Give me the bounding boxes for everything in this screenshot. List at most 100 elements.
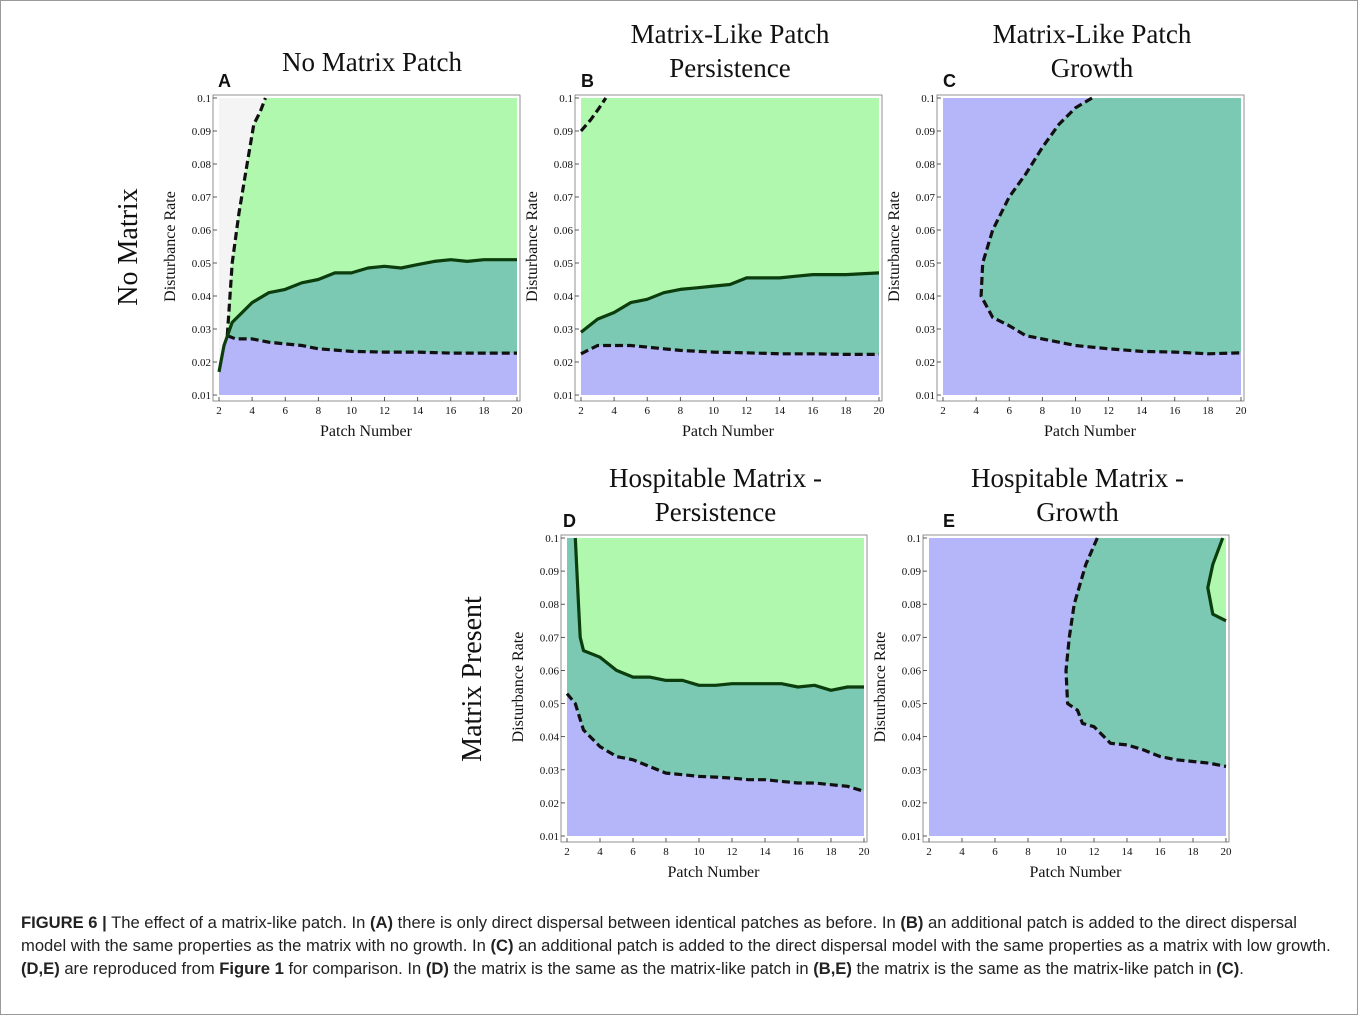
panel-title: Growth	[1036, 497, 1119, 527]
panel-b: Matrix-Like Patch Persistence B 0.01 0.02 0.0…	[524, 19, 885, 440]
caption-text: .	[1239, 959, 1244, 978]
x-axis-label: Patch Number	[682, 423, 775, 440]
caption-ref: (C)	[490, 936, 514, 955]
region-teal	[581, 272, 879, 355]
panel-letter: C	[943, 71, 956, 91]
caption-text: an additional patch is added to the dire…	[21, 913, 1297, 955]
x-tick-label: 4	[959, 846, 965, 858]
y-tick-label: 0.06	[540, 665, 560, 677]
x-tick-label: 12	[741, 405, 752, 417]
boundary-dashed-line	[226, 334, 517, 355]
boundary-dashed-line	[1064, 537, 1227, 769]
x-tick-label: 4	[597, 846, 603, 858]
y-tick-label: 0.09	[192, 126, 212, 138]
y-tick-label: 0.09	[554, 126, 574, 138]
figure-svg: No Matrix Matrix Present No Matrix Patch…	[113, 19, 1247, 881]
x-tick-label: 12	[379, 405, 390, 417]
x-tick-label: 14	[1122, 846, 1134, 858]
y-tick-label: 0.06	[902, 665, 922, 677]
panel-title: Persistence	[655, 497, 776, 527]
y-tick-label: 0.05	[916, 258, 936, 270]
caption-ref: (C)	[1216, 959, 1240, 978]
plot-frame	[212, 94, 521, 402]
x-tick-label: 6	[992, 846, 998, 858]
x-tick-label: 10	[346, 405, 358, 417]
y-axis-label: Disturbance Rate	[524, 191, 541, 302]
plot-frame	[922, 534, 1230, 843]
x-tick-label: 20	[874, 405, 886, 417]
x-tick-label: 2	[564, 846, 570, 858]
y-tick-label: 0.07	[554, 192, 574, 204]
x-axis-label: Patch Number	[1030, 864, 1123, 881]
x-tick-label: 20	[859, 846, 871, 858]
y-tick-label: 0.06	[916, 225, 936, 237]
caption-text: there is only direct dispersal between i…	[393, 913, 901, 932]
x-tick-label: 10	[708, 405, 720, 417]
x-tick-label: 18	[1188, 846, 1200, 858]
y-tick-label: 0.08	[540, 599, 560, 611]
y-tick-label: 0.01	[554, 390, 573, 402]
x-tick-label: 8	[316, 405, 322, 417]
x-tick-label: 18	[826, 846, 838, 858]
y-tick-label: 0.04	[540, 732, 560, 744]
x-tick-label: 16	[793, 846, 805, 858]
y-tick-label: 0.1	[197, 93, 211, 105]
x-tick-label: 2	[216, 405, 222, 417]
panel-c: Matrix-Like Patch Growth C 0.01 0.02 0.03 0.04…	[886, 19, 1247, 440]
y-tick-label: 0.01	[192, 390, 211, 402]
x-tick-label: 10	[1070, 405, 1082, 417]
caption-ref: (D)	[425, 959, 449, 978]
y-axis-label: Disturbance Rate	[162, 191, 179, 302]
x-tick-label: 16	[1169, 405, 1181, 417]
panel-title: Hospitable Matrix -	[609, 463, 822, 493]
y-tick-label: 0.04	[192, 291, 212, 303]
panel-title: Persistence	[669, 53, 790, 83]
x-axis-label: Patch Number	[320, 423, 413, 440]
panel-letter: B	[581, 71, 594, 91]
y-tick-label: 0.08	[192, 159, 212, 171]
x-tick-label: 2	[578, 405, 584, 417]
x-tick-label: 8	[678, 405, 684, 417]
boundary-solid-line	[1206, 537, 1227, 623]
y-tick-label: 0.1	[907, 533, 921, 545]
y-tick-label: 0.04	[916, 291, 936, 303]
y-tick-label: 0.04	[902, 732, 922, 744]
y-tick-label: 0.02	[540, 798, 559, 810]
y-tick-label: 0.04	[554, 291, 574, 303]
y-axis-label: Disturbance Rate	[872, 632, 889, 743]
x-tick-label: 8	[1025, 846, 1031, 858]
plot-frame	[936, 94, 1245, 402]
panel-title: Growth	[1051, 53, 1134, 83]
x-tick-label: 18	[840, 405, 852, 417]
caption-text: The effect of a matrix-like patch. In	[106, 913, 370, 932]
y-tick-label: 0.09	[916, 126, 936, 138]
panel-letter: D	[563, 511, 576, 531]
y-tick-label: 0.08	[554, 159, 574, 171]
y-tick-label: 0.03	[540, 765, 560, 777]
y-tick-label: 0.06	[192, 225, 212, 237]
caption-figure-link[interactable]: Figure 1	[219, 959, 284, 978]
y-tick-label: 0.07	[540, 632, 560, 644]
y-tick-label: 0.08	[916, 159, 936, 171]
y-tick-label: 0.1	[559, 93, 573, 105]
plot-frame	[574, 94, 883, 402]
x-tick-label: 4	[611, 405, 617, 417]
x-tick-label: 12	[1103, 405, 1114, 417]
x-tick-label: 10	[694, 846, 706, 858]
x-tick-label: 6	[630, 846, 636, 858]
panel-a: No Matrix Patch A 0.01 0.02 0.03 0.04 0.05 0.06…	[162, 47, 523, 440]
caption-figure-label: FIGURE 6 |	[21, 913, 107, 932]
y-tick-label: 0.03	[902, 765, 922, 777]
boundary-dashed-line	[979, 96, 1242, 356]
region-green	[1207, 538, 1226, 621]
x-tick-label: 2	[926, 846, 932, 858]
caption-ref: (D,E)	[21, 959, 60, 978]
x-tick-label: 18	[1202, 405, 1214, 417]
y-tick-label: 0.05	[554, 258, 574, 270]
y-tick-label: 0.09	[902, 566, 922, 578]
x-tick-label: 18	[478, 405, 490, 417]
x-tick-label: 8	[1040, 405, 1046, 417]
x-axis-label: Patch Number	[668, 864, 761, 881]
y-tick-label: 0.02	[554, 357, 573, 369]
